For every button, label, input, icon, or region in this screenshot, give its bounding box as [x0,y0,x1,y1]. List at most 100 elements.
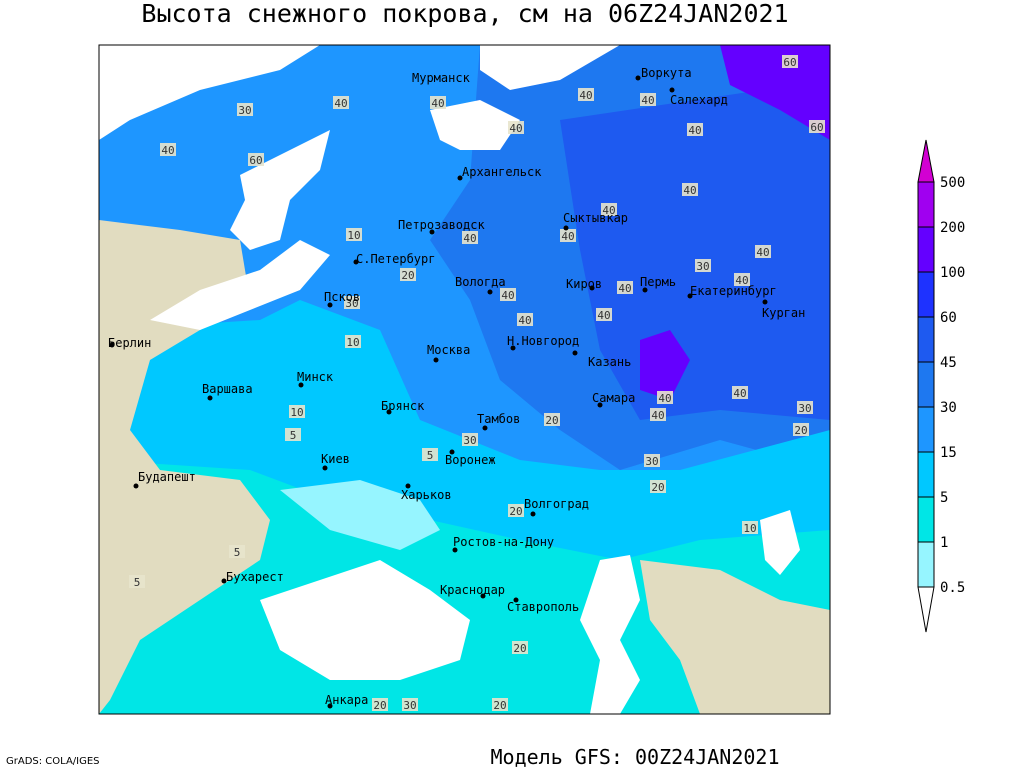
contour-label-box [755,245,771,258]
contour-label-box [544,413,560,426]
contour-label: 40 [579,89,592,102]
sea [430,100,520,150]
map [99,45,830,714]
city-dot [449,449,455,455]
city-label: С.Петербург [356,252,435,266]
city-dot [482,425,488,431]
contour-label-box [650,480,666,493]
contour-label: 40 [756,246,769,259]
legend-swatch [917,541,935,588]
contour-label: 30 [645,455,658,468]
city-dot [353,259,359,265]
city-dot [322,465,328,471]
contour-label-box [682,183,698,196]
contour-label-box [657,391,673,404]
contour-label: 5 [234,546,241,559]
contour-label-box [129,575,145,588]
city-dot [530,511,536,517]
contour-label-box [512,641,528,654]
city-label: Псков [324,290,360,304]
map-frame [98,44,831,715]
legend-label: 60 [940,310,957,326]
legend-swatch [917,316,935,363]
city-label: Ставрополь [507,600,579,614]
contour-label-box [578,88,594,101]
city-label: Мурманск [412,71,471,85]
contour-label: 10 [743,522,756,535]
contour-label-box [422,448,438,461]
contour-label-box [782,55,798,68]
city-dot [429,229,435,235]
contour-label-box [345,335,361,348]
contour-label-box [430,96,446,109]
contour-label-box [732,386,748,399]
city-label: Воронеж [445,453,496,467]
city-label: Воркута [641,66,692,80]
city-dot [433,357,439,363]
contour-label: 40 [501,289,514,302]
contour-label-box [462,433,478,446]
city-dot [513,597,519,603]
contour-label: 40 [683,184,696,197]
land [99,220,270,714]
contour-label-box [734,273,750,286]
snow-field [720,45,830,140]
contour-label: 40 [561,230,574,243]
contour-label-box [640,93,656,106]
contour-label: 30 [345,297,358,310]
contour-label: 60 [783,56,796,69]
city-dot [635,75,641,81]
contour-label: 30 [238,104,251,117]
city-label: Анкара [325,693,368,707]
snow-field [640,330,690,400]
contour-label-box [742,521,758,534]
contour-label: 30 [463,434,476,447]
contour-label: 30 [798,402,811,415]
contour-label-box [333,96,349,109]
contour-label: 40 [431,97,444,110]
contour-label: 10 [347,229,360,242]
city-label: Киев [321,452,350,466]
contour-label-box [492,698,508,711]
snow-field [280,480,440,550]
legend-swatch [917,139,935,183]
city-label: Н.Новгород [507,334,579,348]
city-label: Екатеринбург [690,284,777,298]
contour-label-box [560,229,576,242]
contour-label: 10 [290,406,303,419]
contour-label-box [617,281,633,294]
contour-label: 20 [545,414,558,427]
city-label: Краснодар [440,583,505,597]
contour-label: 40 [334,97,347,110]
city-label: Волгоград [524,497,589,511]
contour-label: 5 [427,449,434,462]
contour-label: 40 [509,122,522,135]
city-dot [221,578,227,584]
contour-label: 60 [249,154,262,167]
contour-label-box [695,259,711,272]
land [640,560,830,714]
legend-swatch [917,361,935,408]
city-dot [327,703,333,709]
city-dot [597,402,603,408]
city-label: Москва [427,343,470,357]
contour-label-box [500,288,516,301]
sea [260,560,470,680]
lake [760,510,800,575]
contour-label: 10 [346,336,359,349]
contour-label: 40 [602,204,615,217]
contour-label: 40 [733,387,746,400]
city-dot [572,350,578,356]
contour-label-box [285,428,301,441]
city-label: Пермь [640,275,676,289]
city-label: Казань [588,355,631,369]
city-label: Курган [762,306,805,320]
snow-field [560,80,830,420]
legend-swatch [917,226,935,273]
city-dot [510,345,516,351]
contour-label-box [229,545,245,558]
contour-label: 40 [618,282,631,295]
contour-label-box [596,308,612,321]
contour-label: 20 [509,505,522,518]
